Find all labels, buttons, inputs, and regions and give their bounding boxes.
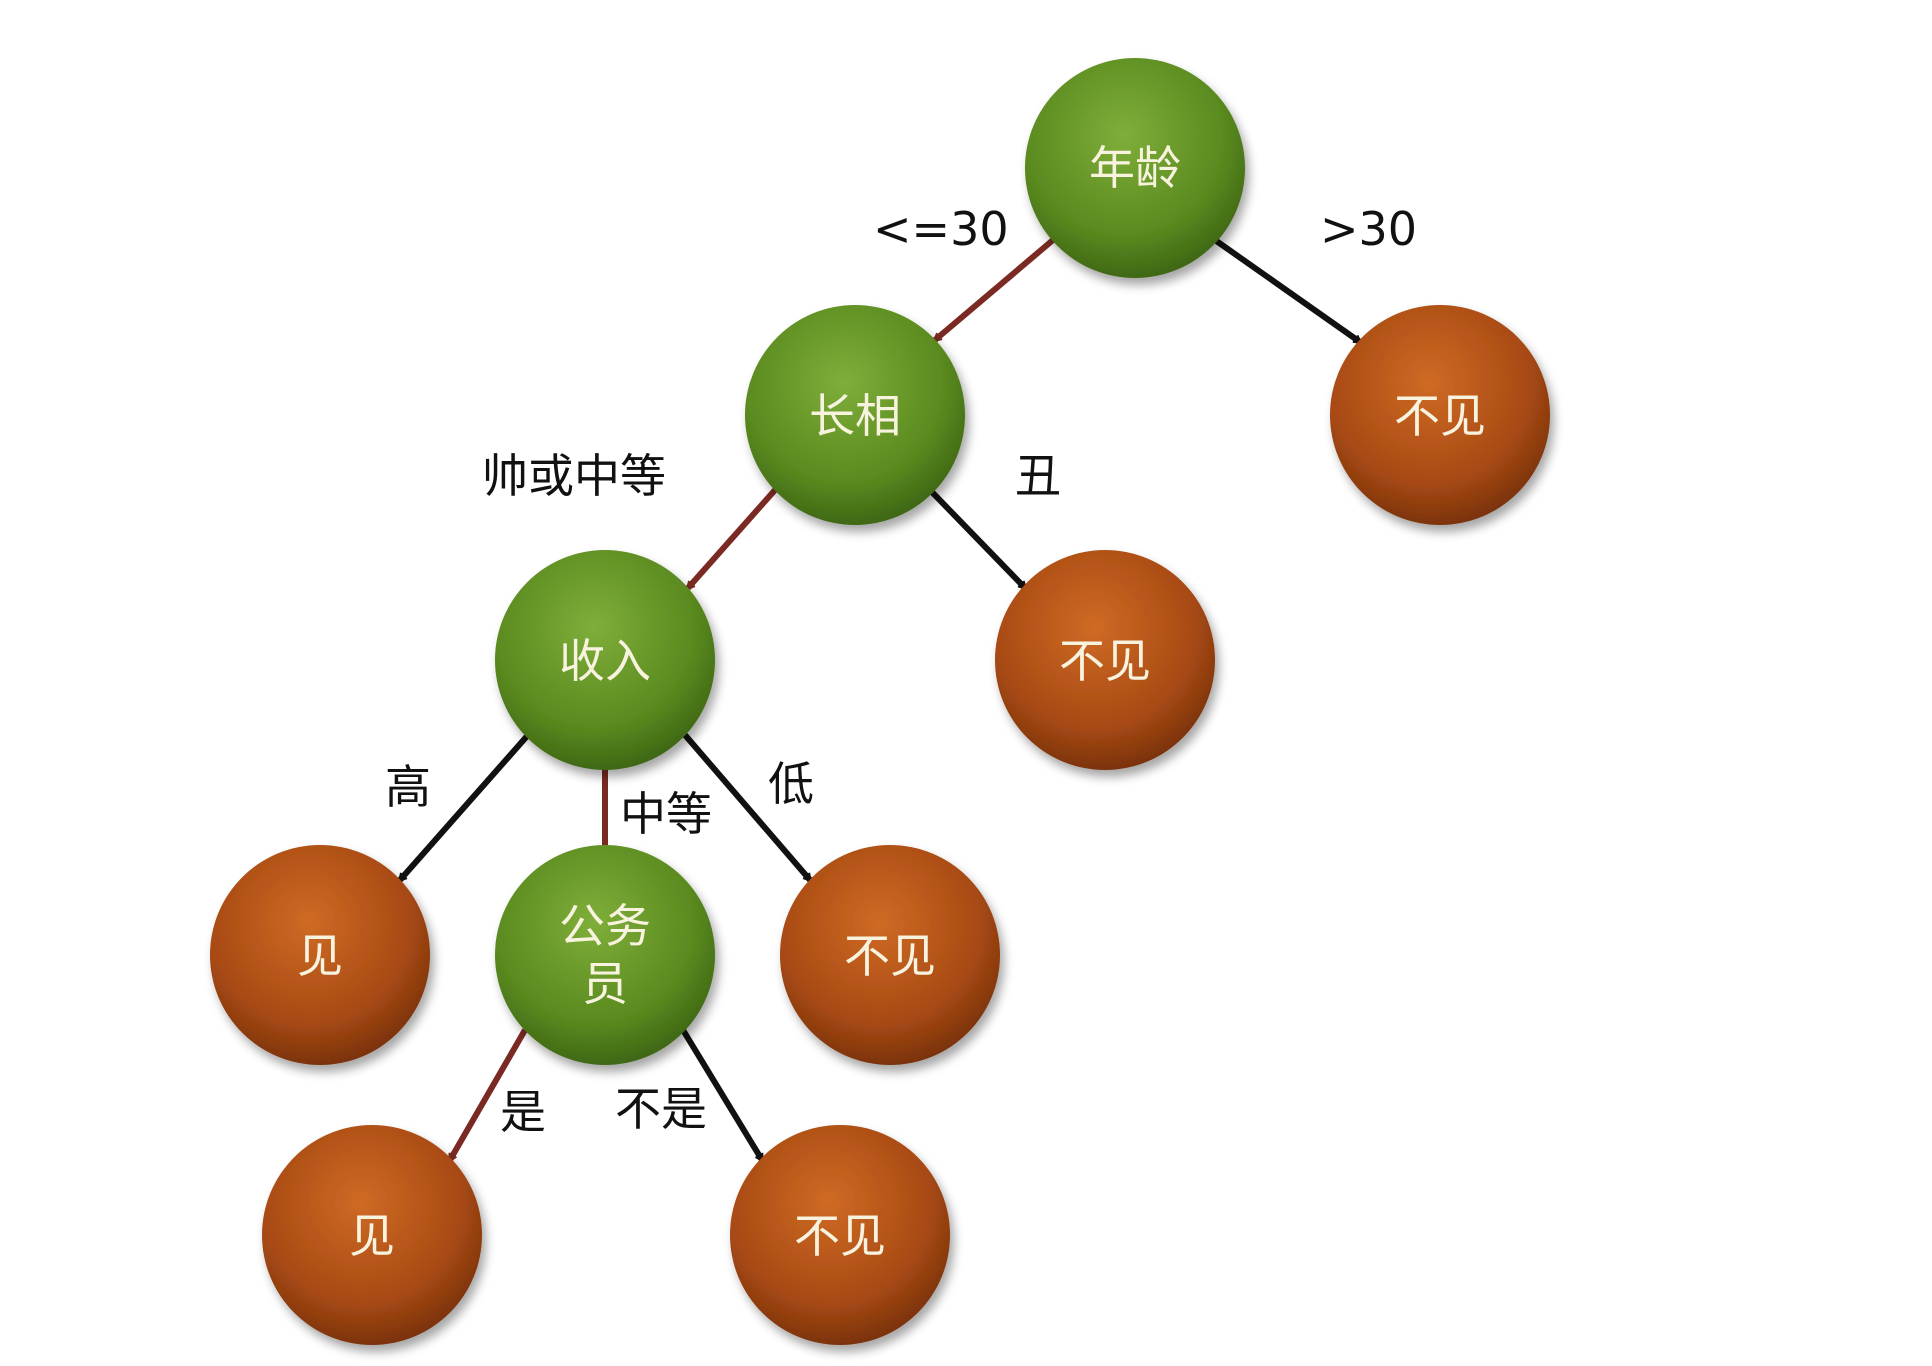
node-looks: 长相: [745, 305, 965, 525]
node-leaf-no-label: 不见: [794, 1209, 886, 1263]
node-age: 年龄: [1025, 58, 1245, 278]
edge-label-income-mid: 中等: [620, 787, 712, 841]
edge-labels: <=30 >30 帅或中等 丑 高 中等 低 是 不是: [385, 202, 1417, 1139]
node-age-label: 年龄: [1089, 141, 1181, 195]
node-leaf-age-gt30-label: 不见: [1394, 389, 1486, 443]
node-civil-servant: 公务 员: [495, 845, 715, 1065]
edge-age-le30-arrow: [935, 237, 1055, 343]
node-leaf-low: 不见: [780, 845, 1000, 1065]
node-leaf-high: 见: [210, 845, 430, 1065]
node-income: 收入: [495, 550, 715, 770]
node-civil-servant-label-line1: 公务: [559, 899, 651, 953]
edge-cs-no-arrow: [680, 1028, 765, 1160]
edge-label-looks-good: 帅或中等: [482, 449, 666, 503]
nodes: 年龄 长相 不见 收入 不见 见 公务 员 不见: [210, 58, 1550, 1345]
edges: [397, 237, 1360, 1160]
node-leaf-yes-label: 见: [349, 1209, 395, 1263]
edge-label-age-le30: <=30: [873, 202, 1009, 256]
node-leaf-high-label: 见: [297, 929, 343, 983]
edge-looks-good-arrow: [685, 488, 778, 588]
node-leaf-ugly: 不见: [995, 550, 1215, 770]
edge-income-low-arrow: [682, 733, 813, 880]
edge-age-gt30-arrow: [1213, 237, 1360, 345]
edge-label-income-low: 低: [768, 757, 814, 811]
edge-label-cs-no: 不是: [615, 1082, 707, 1136]
edge-looks-ugly-arrow: [927, 487, 1028, 588]
node-leaf-yes: 见: [262, 1125, 482, 1345]
node-looks-label: 长相: [809, 389, 901, 443]
node-leaf-age-gt30: 不见: [1330, 305, 1550, 525]
node-leaf-ugly-label: 不见: [1059, 634, 1151, 688]
edge-label-looks-ugly: 丑: [1015, 449, 1061, 503]
node-civil-servant-label-line2: 员: [582, 957, 628, 1011]
edge-label-income-high: 高: [385, 760, 431, 814]
edge-cs-yes-arrow: [447, 1028, 528, 1160]
edge-label-age-gt30: >30: [1320, 202, 1417, 256]
edge-label-cs-yes: 是: [500, 1085, 546, 1139]
node-leaf-low-label: 不见: [844, 929, 936, 983]
edge-income-high-arrow: [397, 733, 531, 880]
node-leaf-no: 不见: [730, 1125, 950, 1345]
node-income-label: 收入: [559, 634, 651, 688]
